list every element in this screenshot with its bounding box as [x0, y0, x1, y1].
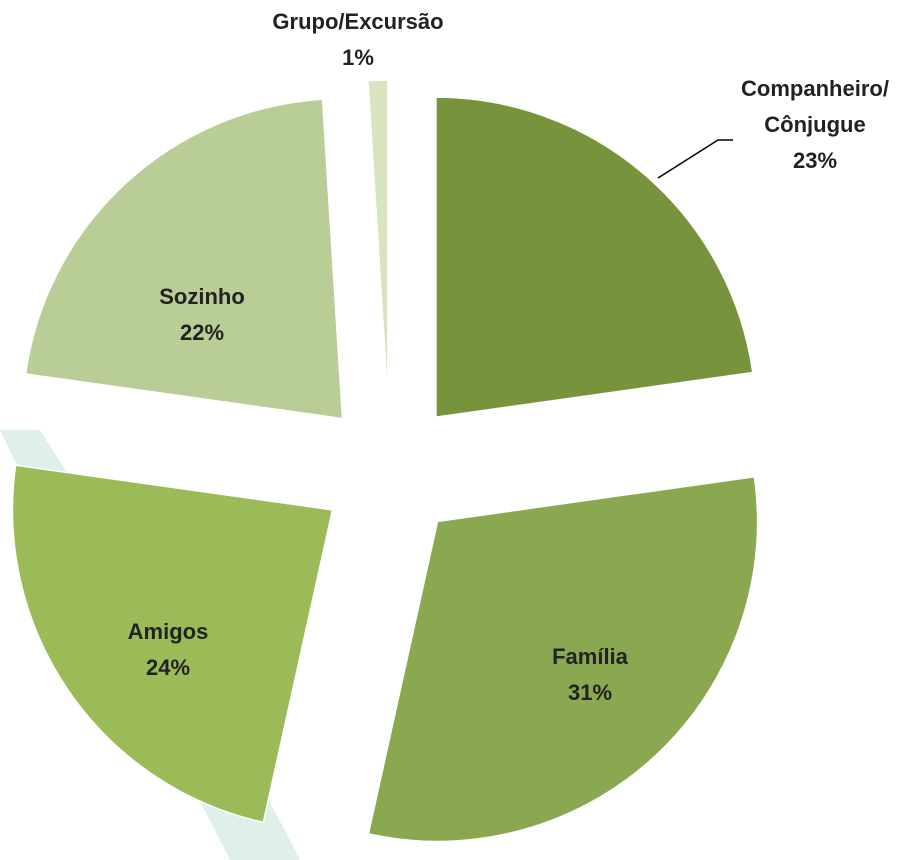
pie-slice [367, 475, 759, 843]
slice-percent: 1% [342, 45, 374, 70]
pie-slice [435, 96, 754, 419]
slice-name: Grupo/Excursão [272, 9, 444, 34]
leader-line [657, 139, 733, 179]
slice-percent: 31% [567, 680, 613, 705]
slice-name: Amigos [127, 619, 209, 644]
slice-percent: 22% [179, 320, 225, 345]
slice-label: Grupo/Excursão 1% [272, 4, 443, 76]
pie [11, 79, 759, 843]
slice-label: Sozinho 22% [159, 279, 245, 351]
pie-slice [367, 79, 389, 401]
slice-percent: 24% [145, 655, 191, 680]
slice-name: Sozinho [159, 284, 245, 309]
pie-slice [24, 98, 344, 420]
slice-label: Amigos 24% [128, 614, 209, 686]
slice-label: Família 31% [552, 639, 628, 711]
pie-slice [11, 464, 334, 824]
slice-label: Companheiro/ Cônjugue 23% [741, 71, 889, 179]
slice-percent: 23% [792, 148, 838, 173]
slice-name: Família [552, 644, 628, 669]
slice-name: Companheiro/ Cônjugue [741, 76, 889, 137]
